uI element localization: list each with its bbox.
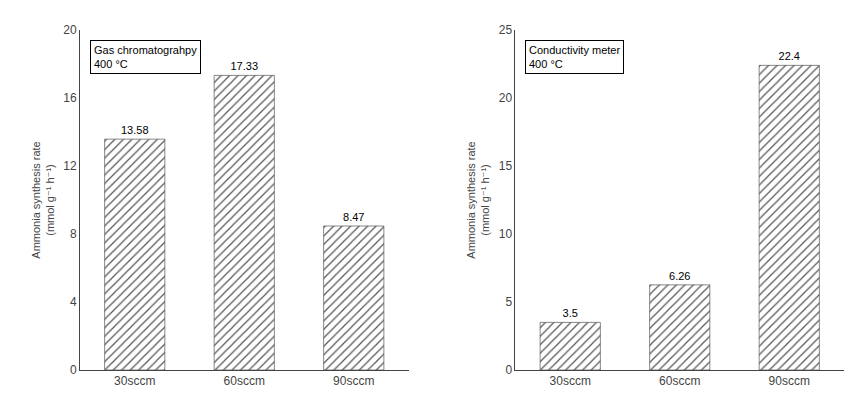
svg-text:5: 5 bbox=[505, 295, 512, 309]
svg-text:60sccm: 60sccm bbox=[224, 374, 265, 388]
svg-text:30sccm: 30sccm bbox=[114, 374, 155, 388]
svg-text:13.58: 13.58 bbox=[121, 124, 149, 136]
svg-text:0: 0 bbox=[505, 363, 512, 377]
svg-text:25: 25 bbox=[499, 23, 513, 37]
svg-text:20: 20 bbox=[499, 91, 513, 105]
svg-text:Ammonia synthesis rate(mmol g⁻: Ammonia synthesis rate(mmol g⁻¹ h⁻¹) bbox=[465, 141, 491, 258]
svg-text:22.4: 22.4 bbox=[779, 50, 800, 62]
svg-text:6.26: 6.26 bbox=[669, 270, 690, 282]
svg-text:10: 10 bbox=[499, 227, 513, 241]
svg-text:90sccm: 90sccm bbox=[769, 374, 810, 388]
svg-text:0: 0 bbox=[70, 363, 77, 377]
svg-text:Ammonia synthesis rate(mmol g⁻: Ammonia synthesis rate(mmol g⁻¹ h⁻¹) bbox=[30, 141, 56, 258]
svg-text:8.47: 8.47 bbox=[343, 211, 364, 223]
svg-text:16: 16 bbox=[63, 91, 77, 105]
svg-text:Gas chromatograhpy400 °C: Gas chromatograhpy400 °C bbox=[94, 44, 197, 70]
svg-text:Conductivity meter400 °C: Conductivity meter400 °C bbox=[529, 44, 620, 70]
svg-text:12: 12 bbox=[63, 159, 77, 173]
svg-text:17.33: 17.33 bbox=[230, 60, 258, 72]
svg-text:30sccm: 30sccm bbox=[550, 374, 591, 388]
svg-text:60sccm: 60sccm bbox=[659, 374, 700, 388]
svg-text:8: 8 bbox=[70, 227, 77, 241]
svg-text:15: 15 bbox=[499, 159, 513, 173]
svg-text:4: 4 bbox=[70, 295, 77, 309]
svg-text:3.5: 3.5 bbox=[563, 307, 578, 319]
svg-text:90sccm: 90sccm bbox=[333, 374, 374, 388]
svg-text:20: 20 bbox=[63, 23, 77, 37]
